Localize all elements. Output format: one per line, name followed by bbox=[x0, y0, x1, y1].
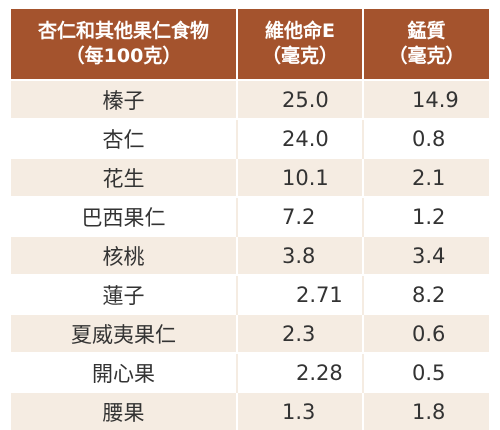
header-manganese-line1: 錳質 bbox=[407, 20, 446, 42]
table-row: 核桃 3.8 3.4 bbox=[11, 236, 489, 275]
vitamin-e-value: 2.71 bbox=[237, 275, 364, 314]
vitamin-e-value: 3.8 bbox=[237, 236, 364, 275]
food-name: 蓮子 bbox=[11, 275, 238, 314]
table-row: 杏仁 24.0 0.8 bbox=[11, 119, 489, 158]
header-food-line2: （每100克） bbox=[65, 45, 182, 67]
food-name: 夏威夷果仁 bbox=[11, 314, 238, 353]
manganese-value: 3.4 bbox=[363, 236, 489, 275]
nutrition-table-wrapper: 杏仁和其他果仁食物 （每100克） 維他命E （毫克） 錳質 （毫克） 榛子 2… bbox=[11, 9, 489, 430]
header-row: 杏仁和其他果仁食物 （每100克） 維他命E （毫克） 錳質 （毫克） bbox=[11, 9, 489, 80]
manganese-value: 1.8 bbox=[363, 392, 489, 430]
manganese-value: 8.2 bbox=[363, 275, 489, 314]
vitamin-e-value: 25.0 bbox=[237, 80, 364, 119]
food-name: 花生 bbox=[11, 158, 238, 197]
header-manganese: 錳質 （毫克） bbox=[363, 9, 489, 80]
vitamin-e-value: 7.2 bbox=[237, 197, 364, 236]
food-name: 開心果 bbox=[11, 353, 238, 392]
food-name: 核桃 bbox=[11, 236, 238, 275]
table-row: 巴西果仁 7.2 1.2 bbox=[11, 197, 489, 236]
manganese-value: 14.9 bbox=[363, 80, 489, 119]
table-row: 開心果 2.28 0.5 bbox=[11, 353, 489, 392]
vitamin-e-value: 10.1 bbox=[237, 158, 364, 197]
header-manganese-line2: （毫克） bbox=[388, 45, 465, 67]
food-name: 腰果 bbox=[11, 392, 238, 430]
food-name: 巴西果仁 bbox=[11, 197, 238, 236]
manganese-value: 0.5 bbox=[363, 353, 489, 392]
manganese-value: 1.2 bbox=[363, 197, 489, 236]
vitamin-e-value: 24.0 bbox=[237, 119, 364, 158]
header-vitamin-e-line1: 維他命E bbox=[265, 20, 335, 42]
table-row: 花生 10.1 2.1 bbox=[11, 158, 489, 197]
manganese-value: 2.1 bbox=[363, 158, 489, 197]
nutrition-table: 杏仁和其他果仁食物 （每100克） 維他命E （毫克） 錳質 （毫克） 榛子 2… bbox=[11, 9, 489, 430]
table-row: 腰果 1.3 1.8 bbox=[11, 392, 489, 430]
manganese-value: 0.8 bbox=[363, 119, 489, 158]
vitamin-e-value: 2.3 bbox=[237, 314, 364, 353]
food-name: 榛子 bbox=[11, 80, 238, 119]
header-vitamin-e-line2: （毫克） bbox=[261, 45, 338, 67]
table-row: 夏威夷果仁 2.3 0.6 bbox=[11, 314, 489, 353]
header-food: 杏仁和其他果仁食物 （每100克） bbox=[11, 9, 238, 80]
header-food-line1: 杏仁和其他果仁食物 bbox=[37, 20, 209, 42]
food-name: 杏仁 bbox=[11, 119, 238, 158]
vitamin-e-value: 2.28 bbox=[237, 353, 364, 392]
table-row: 蓮子 2.71 8.2 bbox=[11, 275, 489, 314]
header-vitamin-e: 維他命E （毫克） bbox=[237, 9, 364, 80]
manganese-value: 0.6 bbox=[363, 314, 489, 353]
vitamin-e-value: 1.3 bbox=[237, 392, 364, 430]
table-row: 榛子 25.0 14.9 bbox=[11, 80, 489, 119]
